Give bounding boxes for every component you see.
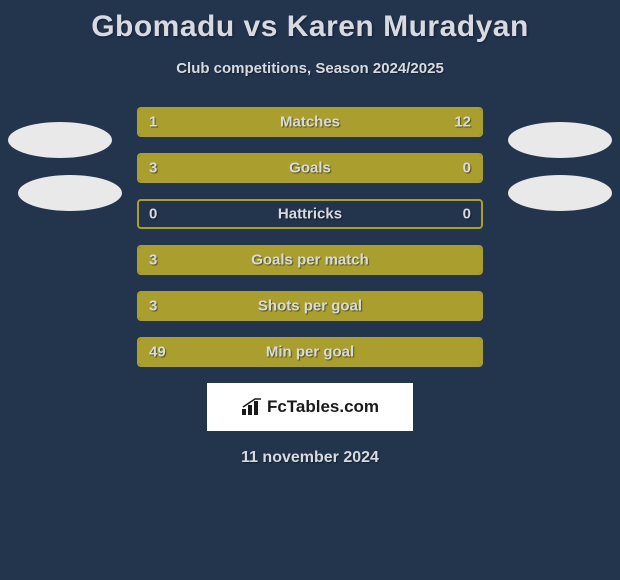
stat-label: Shots per goal	[139, 298, 481, 315]
stat-label: Min per goal	[139, 344, 481, 361]
stat-row: 3Shots per goal	[137, 291, 483, 321]
stat-bars-container: 112Matches 30Goals 00Hattricks 3Goals per m…	[137, 107, 483, 367]
branding-chart-icon	[241, 398, 263, 416]
stat-row: 3Goals per match	[137, 245, 483, 275]
stat-row: 00Hattricks	[137, 199, 483, 229]
page-title: Gbomadu vs Karen Muradyan	[0, 0, 620, 44]
branding-badge: FcTables.com	[207, 383, 413, 431]
stat-row: 112Matches	[137, 107, 483, 137]
player2-avatar-shape-2	[508, 175, 612, 211]
stat-label: Goals per match	[139, 252, 481, 269]
player1-avatar-shape-2	[18, 175, 122, 211]
comparison-chart: 112Matches 30Goals 00Hattricks 3Goals per m…	[0, 107, 620, 367]
stat-label: Matches	[139, 114, 481, 131]
page-subtitle: Club competitions, Season 2024/2025	[0, 60, 620, 77]
stat-label: Hattricks	[139, 206, 481, 223]
player2-avatar-shape-1	[508, 122, 612, 158]
stat-label: Goals	[139, 160, 481, 177]
player1-avatar-shape-1	[8, 122, 112, 158]
footer-date: 11 november 2024	[0, 449, 620, 467]
stat-row: 49Min per goal	[137, 337, 483, 367]
branding-text: FcTables.com	[267, 397, 379, 417]
stat-row: 30Goals	[137, 153, 483, 183]
